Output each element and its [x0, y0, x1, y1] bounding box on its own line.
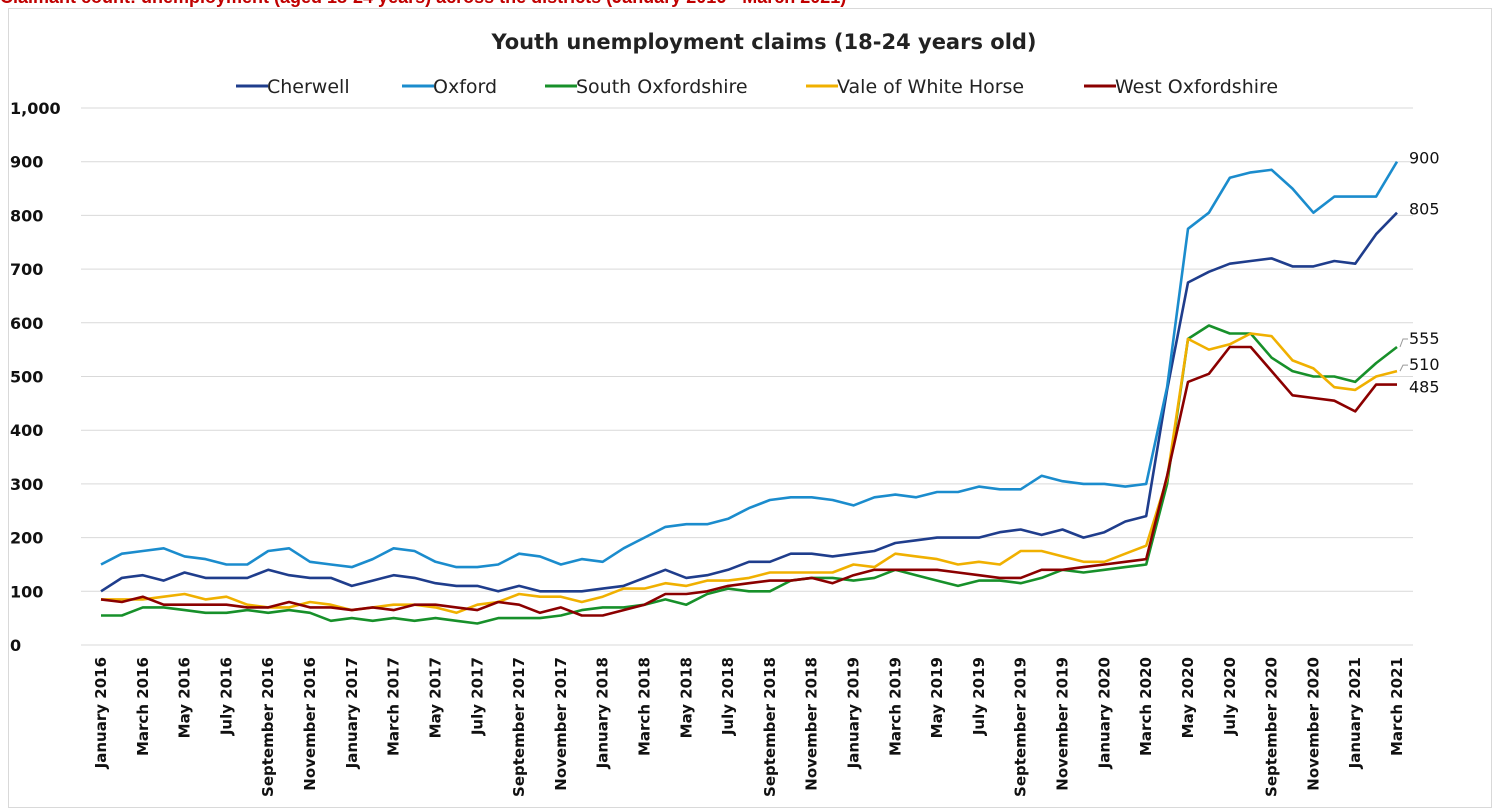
x-tick-label: March 2016	[134, 657, 152, 756]
end-label-555: 555	[1409, 329, 1440, 348]
x-tick-label: July 2017	[468, 657, 486, 736]
end-labels: 805 900 555 510 485	[1399, 149, 1440, 397]
x-tick-label: January 2016	[92, 657, 110, 769]
x-tick-label: November 2019	[1054, 657, 1072, 791]
y-tick-label: 700	[10, 260, 43, 279]
chart-frame: Youth unemployment claims (18-24 years o…	[8, 8, 1492, 808]
y-tick-label: 0	[10, 636, 21, 655]
x-tick-label: July 2016	[217, 657, 235, 736]
x-tick-label: November 2018	[803, 657, 821, 791]
series-lines	[100, 161, 1399, 625]
x-tick-label: November 2020	[1304, 657, 1322, 791]
x-tick-label: March 2018	[635, 657, 653, 756]
x-tick-label: September 2018	[761, 657, 779, 797]
y-tick-label: 600	[10, 314, 43, 333]
x-tick-label: January 2019	[845, 657, 863, 769]
legend-label: South Oxfordshire	[576, 76, 748, 98]
x-tick-label: March 2021	[1388, 657, 1406, 756]
x-tick-label: September 2017	[510, 657, 528, 797]
x-tick-label: May 2019	[928, 657, 946, 738]
x-tick-label: March 2017	[385, 657, 403, 756]
x-tick-label: May 2016	[176, 657, 194, 738]
x-tick-label: January 2021	[1346, 657, 1364, 769]
x-tick-label: March 2020	[1137, 657, 1155, 756]
x-axis: January 2016 March 2016 May 2016 July 2016 S…	[92, 657, 1406, 797]
x-tick-label: July 2018	[719, 657, 737, 736]
x-tick-label: May 2018	[677, 657, 695, 738]
y-tick-label: 200	[10, 529, 43, 548]
end-label-510: 510	[1409, 355, 1440, 374]
x-tick-label: July 2019	[970, 657, 988, 736]
legend-label: Oxford	[433, 76, 497, 98]
end-label-805: 805	[1409, 200, 1440, 219]
x-tick-label: November 2016	[301, 657, 319, 791]
legend: Cherwell Oxford South Oxfordshire Vale of W…	[236, 76, 1278, 98]
legend-label: West Oxfordshire	[1115, 76, 1278, 98]
x-tick-label: May 2020	[1179, 657, 1197, 738]
x-tick-label: July 2020	[1221, 657, 1239, 736]
y-tick-label: 300	[10, 475, 43, 494]
end-label-leader	[1399, 364, 1408, 372]
x-tick-label: March 2019	[886, 657, 904, 756]
x-tick-label: September 2016	[259, 657, 277, 797]
y-tick-label: 100	[10, 582, 43, 601]
gridlines	[81, 107, 1413, 646]
legend-label: Cherwell	[267, 76, 350, 98]
chart-title: Youth unemployment claims (18-24 years o…	[490, 30, 1036, 54]
end-label-485: 485	[1409, 378, 1440, 397]
series-line-oxford	[100, 161, 1399, 569]
line-chart: Youth unemployment claims (18-24 years o…	[10, 30, 1440, 797]
y-tick-label: 900	[10, 153, 43, 172]
x-tick-label: May 2017	[426, 657, 444, 738]
legend-label: Vale of White Horse	[837, 76, 1024, 98]
x-tick-label: September 2019	[1012, 657, 1030, 797]
y-tick-label: 400	[10, 421, 43, 440]
x-tick-label: September 2020	[1263, 657, 1281, 797]
x-tick-label: November 2017	[552, 657, 570, 791]
end-label-leader	[1399, 338, 1408, 348]
y-tick-label: 500	[10, 368, 43, 387]
x-tick-label: January 2017	[343, 657, 361, 769]
x-tick-label: January 2020	[1095, 657, 1113, 769]
series-line-cherwell	[100, 211, 1398, 593]
x-tick-label: January 2018	[594, 657, 612, 769]
y-tick-label: 1,000	[10, 99, 61, 118]
end-label-900: 900	[1409, 149, 1440, 168]
cropped-page-heading: Claimant count: unemployment (aged 18-24…	[0, 0, 1497, 8]
series-line-vale-of-white-horse	[101, 332, 1398, 615]
cropped-heading-text: Claimant count: unemployment (aged 18-24…	[0, 0, 1497, 8]
y-axis: 0 100 200 300 400 500 600 700 800 900 1,000	[10, 99, 61, 655]
y-tick-label: 800	[10, 206, 43, 225]
series-line-west-oxfordshire	[100, 345, 1397, 617]
